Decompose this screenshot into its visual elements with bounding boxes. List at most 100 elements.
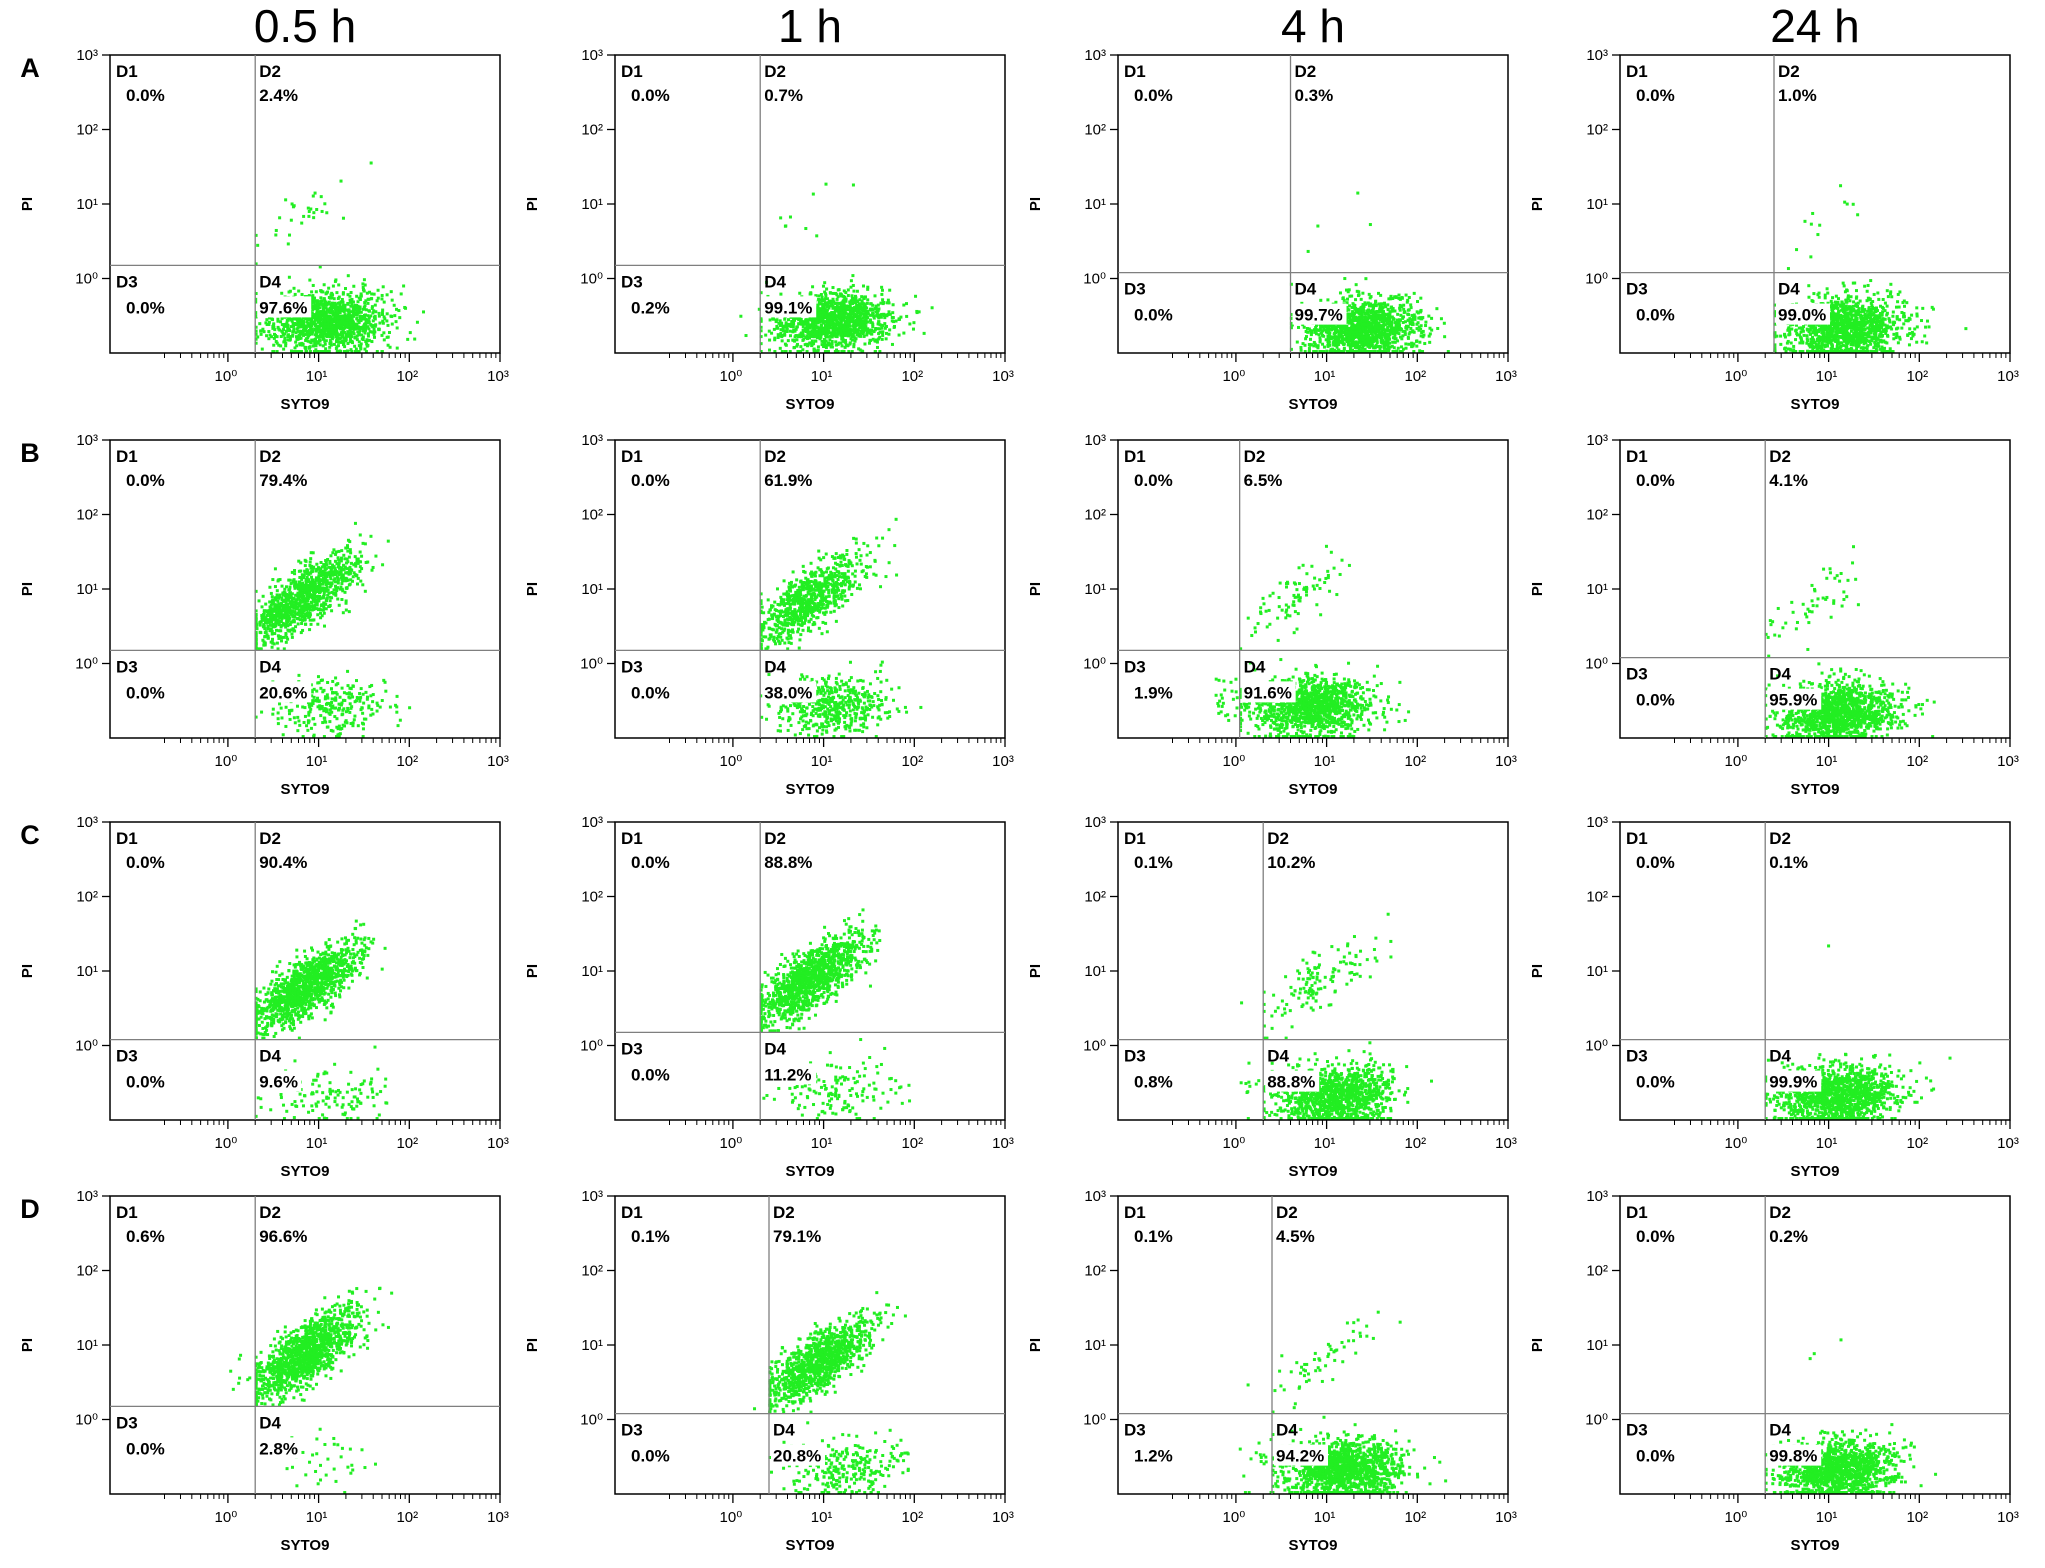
data-point [1345, 324, 1349, 328]
data-point [825, 343, 829, 347]
data-point [840, 301, 844, 305]
data-point [1321, 342, 1325, 346]
data-point [805, 337, 809, 341]
data-point [1379, 324, 1383, 328]
data-point [1801, 341, 1805, 345]
data-point [1841, 281, 1845, 285]
quadrant-name: D1 [1124, 62, 1146, 81]
data-point [259, 329, 263, 333]
data-point [1446, 350, 1450, 353]
data-point [395, 346, 399, 350]
data-point [828, 338, 832, 342]
data-point [364, 328, 368, 332]
data-point [377, 311, 381, 315]
data-point [282, 347, 286, 351]
data-point [832, 317, 836, 321]
data-point [1304, 337, 1308, 341]
data-point [846, 294, 850, 298]
data-point [283, 332, 287, 336]
data-point [1405, 300, 1409, 304]
data-point [1412, 291, 1416, 295]
data-point [1926, 319, 1930, 323]
data-point [1390, 320, 1394, 324]
data-point [1798, 341, 1802, 345]
data-point [1849, 307, 1853, 311]
data-point [270, 335, 274, 339]
data-point [335, 339, 339, 343]
data-point [779, 216, 783, 220]
data-point [783, 325, 787, 329]
data-point [1834, 330, 1838, 334]
data-point [1924, 325, 1928, 329]
data-point [1318, 327, 1322, 331]
data-point [347, 309, 351, 313]
data-point [1362, 304, 1366, 308]
data-point [1828, 328, 1832, 332]
data-point [1872, 292, 1876, 296]
data-point [1394, 320, 1398, 324]
data-point [1844, 300, 1848, 304]
data-point [1381, 306, 1385, 310]
row-label: A [20, 53, 40, 83]
data-point [880, 288, 884, 292]
data-point [874, 310, 878, 314]
data-point [824, 302, 828, 306]
data-point [821, 284, 825, 288]
data-point [819, 302, 823, 306]
data-point [1341, 296, 1345, 300]
data-point [819, 325, 823, 329]
data-point [358, 314, 362, 318]
data-point [788, 215, 792, 219]
data-point [307, 214, 311, 218]
data-point [1359, 306, 1363, 310]
data-point [387, 331, 391, 335]
data-point [355, 338, 359, 342]
data-point [327, 300, 331, 304]
data-point [842, 303, 846, 307]
data-point [1830, 323, 1834, 327]
data-point [861, 332, 865, 336]
data-point [800, 333, 804, 337]
data-point [1873, 340, 1877, 344]
data-point [1388, 341, 1392, 345]
data-point [349, 330, 353, 334]
data-point [1800, 339, 1804, 343]
data-point [822, 343, 826, 347]
data-point [337, 309, 341, 313]
data-point [1374, 303, 1378, 307]
data-point [308, 278, 312, 282]
data-point [1428, 332, 1432, 336]
data-point [1364, 277, 1368, 281]
data-point [874, 339, 878, 343]
data-point [290, 319, 294, 323]
data-point [272, 322, 276, 326]
data-point [259, 332, 263, 336]
data-point [292, 317, 296, 321]
data-point [1439, 317, 1443, 321]
data-point [1314, 332, 1318, 336]
data-point [309, 326, 313, 330]
data-point [804, 227, 808, 231]
quadrant-percent: 0.0% [1134, 306, 1173, 325]
data-point [351, 321, 355, 325]
data-point [884, 337, 888, 341]
data-point [358, 319, 362, 323]
data-point [364, 340, 368, 344]
data-point [1863, 346, 1867, 350]
data-point [1389, 329, 1393, 333]
data-point [1833, 347, 1837, 351]
data-point [1407, 313, 1411, 317]
data-point [890, 342, 894, 346]
data-point [1352, 303, 1356, 307]
data-point [1869, 279, 1873, 283]
data-point [849, 332, 853, 336]
data-point [858, 313, 862, 317]
data-point [812, 335, 816, 339]
data-point [1382, 324, 1386, 328]
data-point [1361, 319, 1365, 323]
data-point [1866, 309, 1870, 313]
data-point [1783, 335, 1787, 339]
data-point [279, 344, 283, 348]
data-point [829, 326, 833, 330]
data-point [855, 313, 859, 317]
